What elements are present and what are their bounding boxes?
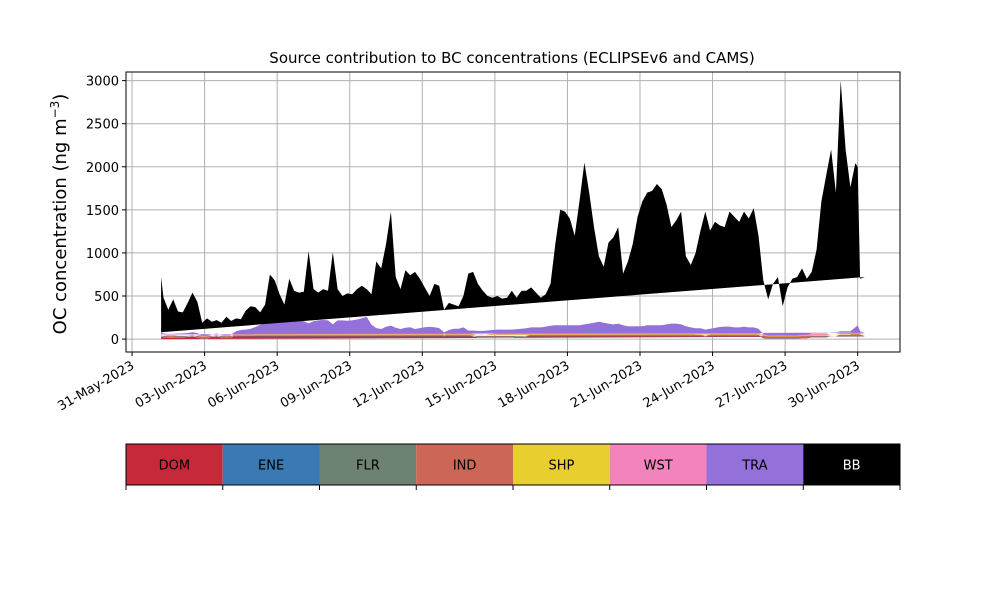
legend-label: SHP <box>548 459 574 474</box>
legend-swatch <box>222 444 320 485</box>
legend-label: WST <box>644 459 673 474</box>
x-axis: 31-May-202303-Jun-202306-Jun-202309-Jun-… <box>55 352 863 414</box>
x-tick-label: 30-Jun-2023 <box>786 358 863 411</box>
x-tick-label: 27-Jun-2023 <box>713 358 790 411</box>
legend-label: TRA <box>741 459 767 474</box>
legend-label: ENE <box>258 459 284 474</box>
x-tick-label: 18-Jun-2023 <box>496 358 573 411</box>
grid-layer <box>126 72 900 352</box>
y-axis: 0 500 1000 1500 2000 2500 3000 <box>86 75 126 348</box>
legend-label: FLR <box>356 459 380 474</box>
x-tick-label: 06-Jun-2023 <box>205 358 282 411</box>
legend-swatch <box>126 444 223 485</box>
x-tick-label: 21-Jun-2023 <box>568 358 645 411</box>
y-tick-label: 2000 <box>86 161 119 176</box>
legend-label: IND <box>453 459 477 474</box>
chart-title: Source contribution to BC concentrations… <box>269 49 754 67</box>
x-tick-label: 24-Jun-2023 <box>641 358 718 411</box>
plot-frame <box>125 71 901 353</box>
y-axis-label: OC concentration (ng m−3) <box>48 94 71 335</box>
legend-entry-wst: WST <box>609 444 707 485</box>
legend-swatch <box>513 444 610 485</box>
y-tick-label: 2500 <box>86 118 119 133</box>
x-tick-label: 15-Jun-2023 <box>423 358 500 411</box>
y-tick-label: 1000 <box>86 247 119 262</box>
legend-entry-bb: BB <box>803 444 900 485</box>
y-axis-label-superscript: −3 <box>48 101 62 119</box>
legend-swatch <box>319 444 417 485</box>
legend-swatch <box>416 444 513 485</box>
legend-entry-shp: SHP <box>513 444 610 485</box>
area-series-bb <box>161 80 865 333</box>
y-axis-label-close: ) <box>50 94 71 101</box>
x-tick-label: 31-May-2023 <box>55 358 137 414</box>
area-series-tra <box>161 316 865 336</box>
legend-entry-ene: ENE <box>222 444 320 485</box>
y-tick-label: 1500 <box>86 204 119 219</box>
legend-entry-tra: TRA <box>706 444 804 485</box>
legend-entry-flr: FLR <box>319 444 417 485</box>
legend-entry-dom: DOM <box>126 444 223 485</box>
x-tick-label: 03-Jun-2023 <box>133 358 210 411</box>
legend-label: BB <box>843 459 861 474</box>
y-tick-label: 0 <box>111 333 119 348</box>
area-layer <box>161 80 865 340</box>
legend-swatch <box>803 444 900 485</box>
legend-entry-ind: IND <box>416 444 513 485</box>
x-tick-label: 09-Jun-2023 <box>278 358 355 411</box>
legend-label: DOM <box>159 459 190 474</box>
x-tick-label: 12-Jun-2023 <box>350 358 427 411</box>
y-tick-label: 3000 <box>86 75 119 90</box>
legend-swatch <box>706 444 804 485</box>
y-tick-label: 500 <box>94 290 119 305</box>
y-axis-label-main: OC concentration (ng m <box>50 118 71 334</box>
legend-swatch <box>609 444 707 485</box>
legend-colorbar: DOM ENE FLR IND SHP WST TRA BB <box>125 443 901 490</box>
